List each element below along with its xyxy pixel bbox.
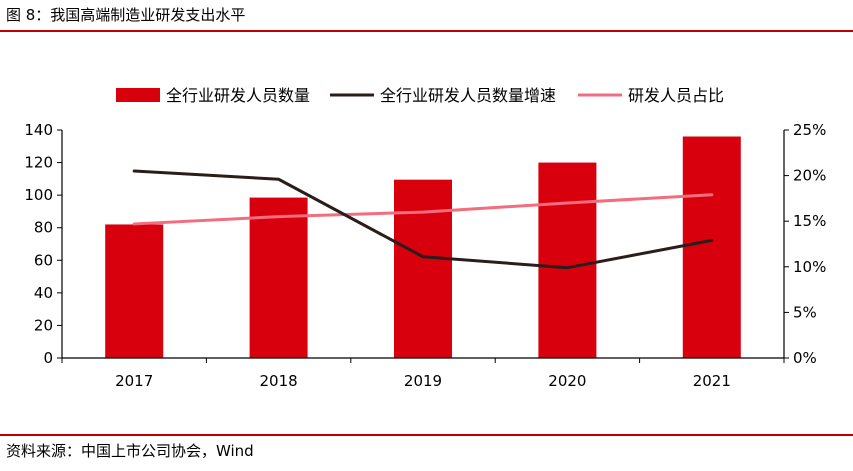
axes: 0 20 40 60 80 100 120 140 0% 5% 10% 15% 20% 25% 2017 20…: [24, 121, 826, 390]
bar-2019: [394, 179, 452, 358]
bars: [105, 136, 741, 358]
legend-label-bar: 全行业研发人员数量: [166, 86, 310, 105]
figure-title: 图 8：我国高端制造业研发支出水平: [6, 6, 246, 24]
right-tick-label: 0%: [793, 349, 817, 367]
chart: 全行业研发人员数量 全行业研发人员数量增速 研发人员占比 0 20 40 60 80 100 1…: [24, 86, 826, 390]
legend: 全行业研发人员数量 全行业研发人员数量增速 研发人员占比: [116, 86, 724, 105]
top-rule: [0, 30, 853, 32]
bar-2018: [249, 197, 308, 358]
bar-2021: [682, 136, 741, 358]
left-tick-label: 20: [34, 316, 53, 334]
left-tick-label: 100: [24, 186, 53, 204]
right-tick-label: 25%: [793, 121, 826, 139]
left-tick-label: 140: [24, 121, 53, 139]
left-tick-label: 60: [34, 251, 53, 269]
x-tick-label: 2019: [404, 372, 442, 390]
ratio-line: [132, 193, 714, 226]
right-tick-label: 20%: [793, 167, 826, 185]
right-tick-label: 15%: [793, 212, 826, 230]
x-tick-label: 2017: [115, 372, 153, 390]
left-tick-label: 40: [34, 284, 53, 302]
right-tick-label: 10%: [793, 258, 826, 276]
left-tick-label: 120: [24, 154, 53, 172]
growth-line: [132, 169, 714, 270]
bottom-rule: [0, 434, 853, 436]
source-note: 资料来源：中国上市公司协会，Wind: [6, 442, 254, 460]
legend-label-ratio: 研发人员占比: [628, 86, 724, 105]
left-tick-label: 80: [34, 219, 53, 237]
left-tick-label: 0: [43, 349, 53, 367]
x-tick-label: 2018: [260, 372, 298, 390]
x-tick-label: 2021: [693, 372, 731, 390]
right-tick-label: 5%: [793, 303, 817, 321]
lines: [132, 169, 714, 270]
bar-2020: [538, 162, 597, 358]
legend-label-growth: 全行业研发人员数量增速: [380, 86, 556, 105]
x-tick-label: 2020: [548, 372, 586, 390]
bar-2017: [105, 224, 164, 358]
legend-swatch-bar: [116, 88, 160, 102]
